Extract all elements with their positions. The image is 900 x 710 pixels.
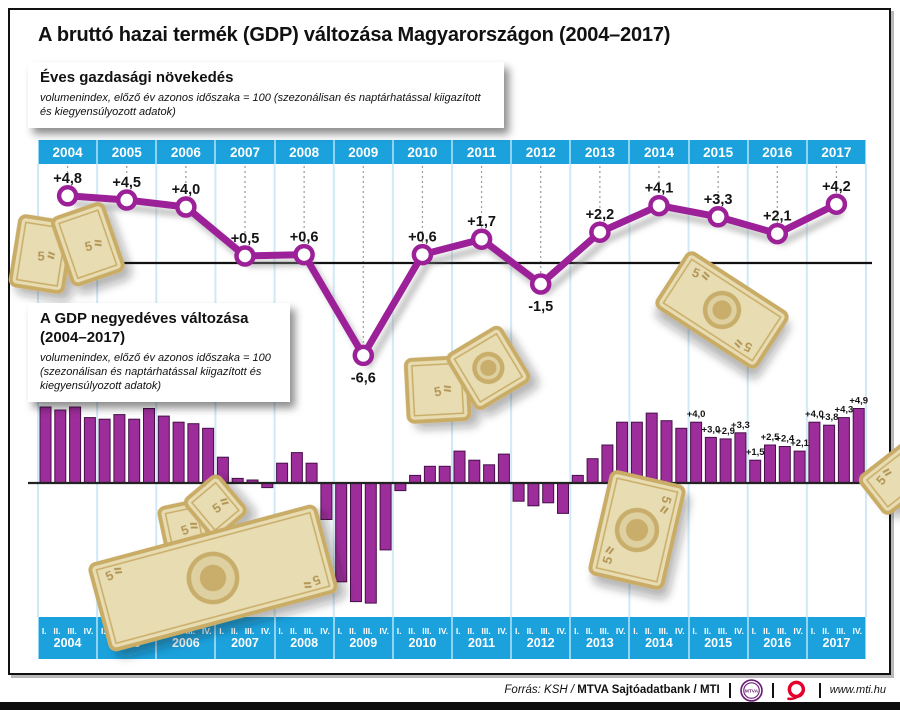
axis-cell-2006: I. II. III. IV. 2006: [157, 617, 215, 659]
quarter-ticks-2014: I. II. III. IV.: [633, 626, 685, 636]
axis-year-2008: 2008: [290, 635, 319, 650]
axis-cell-2013: I. II. III. IV. 2013: [571, 617, 629, 659]
footer-divider: [818, 682, 821, 698]
quarter-ticks-2012: I. II. III. IV.: [515, 626, 567, 636]
annual-chart-subtitle: volumenindex, előző év azonos időszaka =…: [40, 91, 481, 119]
axis-year-2006: 2006: [157, 140, 215, 164]
quarterly-chart-header: A GDP negyedéves változása (2004–2017) v…: [28, 303, 290, 403]
axis-year-2014: 2014: [645, 635, 673, 650]
axis-cell-2005: I. II. III. IV. 2005: [98, 617, 156, 659]
page-title: A bruttó hazai termék (GDP) változása Ma…: [38, 24, 671, 46]
quarter-ticks-2015: I. II. III. IV.: [692, 626, 744, 636]
quarter-ticks-2016: I. II. III. IV.: [751, 626, 803, 636]
axis-year-2009: 2009: [349, 635, 378, 650]
axis-year-2008: 2008: [275, 140, 333, 164]
footer: Forrás: KSH / MTVA Sajtóadatbank / MTI M…: [504, 678, 886, 702]
quarter-ticks-2004: I. II. III. IV.: [41, 626, 94, 636]
axis-year-2013: 2013: [571, 140, 629, 164]
axis-cell-2014: I. II. III. IV. 2014: [630, 617, 688, 659]
quarter-ticks-2010: I. II. III. IV.: [396, 626, 449, 636]
axis-year-2006: 2006: [171, 635, 200, 650]
axis-year-2013: 2013: [585, 635, 614, 650]
axis-year-2010: 2010: [393, 140, 451, 164]
outer-frame: [8, 8, 891, 675]
axis-year-2015: 2015: [704, 635, 733, 650]
mtva-logo-text: MTVA: [745, 688, 759, 694]
axis-year-2016: 2016: [763, 635, 792, 650]
axis-cell-2011: I. II. III. IV. 2011: [453, 617, 511, 659]
quarterly-chart-title: A GDP negyedéves változása (2004–2017): [40, 310, 249, 346]
footer-divider: [728, 682, 731, 698]
axis-year-2007: 2007: [216, 140, 274, 164]
annual-year-band: 2004 2005 2006 2007 2008 2009 2010 2011 2012 2013…: [38, 140, 866, 164]
axis-cell-2016: I. II. III. IV. 2016: [748, 617, 806, 659]
quarter-ticks-2017: I. II. III. IV.: [810, 626, 863, 636]
axis-cell-2017: I. II. III. IV. 2017: [807, 617, 865, 659]
source-agencies: MTVA Sajtóadatbank / MTI: [577, 684, 720, 696]
axis-year-2014: 2014: [630, 140, 688, 164]
quarter-ticks-2008: I. II. III. IV.: [278, 626, 330, 636]
quarterly-axis-band: I. II. III. IV. 2004 I. II. III. IV. 2005 I. II. III…: [38, 617, 866, 659]
annual-chart-title: Éves gazdasági növekedés: [40, 69, 234, 86]
axis-year-2017: 2017: [807, 140, 865, 164]
website-link: www.mti.hu: [829, 684, 886, 696]
footer-divider: [771, 682, 774, 698]
axis-year-2009: 2009: [334, 140, 392, 164]
source-credit: Forrás: KSH / MTVA Sajtóadatbank / MTI: [504, 684, 719, 696]
quarterly-chart-subtitle: volumenindex, előző év azonos időszaka =…: [40, 351, 271, 393]
quarter-ticks-2007: I. II. III. IV.: [219, 626, 271, 636]
axis-year-2016: 2016: [748, 140, 806, 164]
axis-cell-2009: I. II. III. IV. 2009: [334, 617, 392, 659]
axis-cell-2015: I. II. III. IV. 2015: [689, 617, 747, 659]
mti-logo-icon: [786, 680, 805, 700]
axis-year-2007: 2007: [231, 635, 259, 650]
axis-cell-2008: I. II. III. IV. 2008: [275, 617, 333, 659]
axis-year-2012: 2012: [512, 140, 570, 164]
axis-year-2004: 2004: [53, 635, 82, 650]
axis-cell-2012: I. II. III. IV. 2012: [512, 617, 570, 659]
axis-year-2005: 2005: [98, 140, 156, 164]
axis-cell-2007: I. II. III. IV. 2007: [216, 617, 274, 659]
axis-year-2012: 2012: [526, 635, 555, 650]
bottom-black-bar: [0, 702, 900, 710]
quarter-ticks-2011: I. II. III. IV.: [455, 626, 508, 636]
quarter-ticks-2006: I. II. III. IV.: [160, 626, 212, 636]
axis-year-2004: 2004: [39, 140, 97, 164]
axis-year-2005: 2005: [112, 635, 141, 650]
axis-year-2015: 2015: [689, 140, 747, 164]
quarter-ticks-2013: I. II. III. IV.: [574, 626, 626, 636]
axis-cell-2010: I. II. III. IV. 2010: [393, 617, 451, 659]
annual-chart-header: Éves gazdasági növekedés volumenindex, e…: [28, 62, 504, 129]
source-label: Forrás: KSH /: [504, 684, 578, 696]
axis-year-2017: 2017: [822, 635, 851, 650]
quarter-ticks-2009: I. II. III. IV.: [337, 626, 389, 636]
axis-year-2010: 2010: [408, 635, 437, 650]
axis-year-2011: 2011: [468, 635, 496, 650]
axis-year-2011: 2011: [453, 140, 511, 164]
quarter-ticks-2005: I. II. III. IV.: [101, 626, 153, 636]
mtva-logo-icon: MTVA: [739, 678, 763, 702]
axis-cell-2004: I. II. III. IV. 2004: [39, 617, 97, 659]
